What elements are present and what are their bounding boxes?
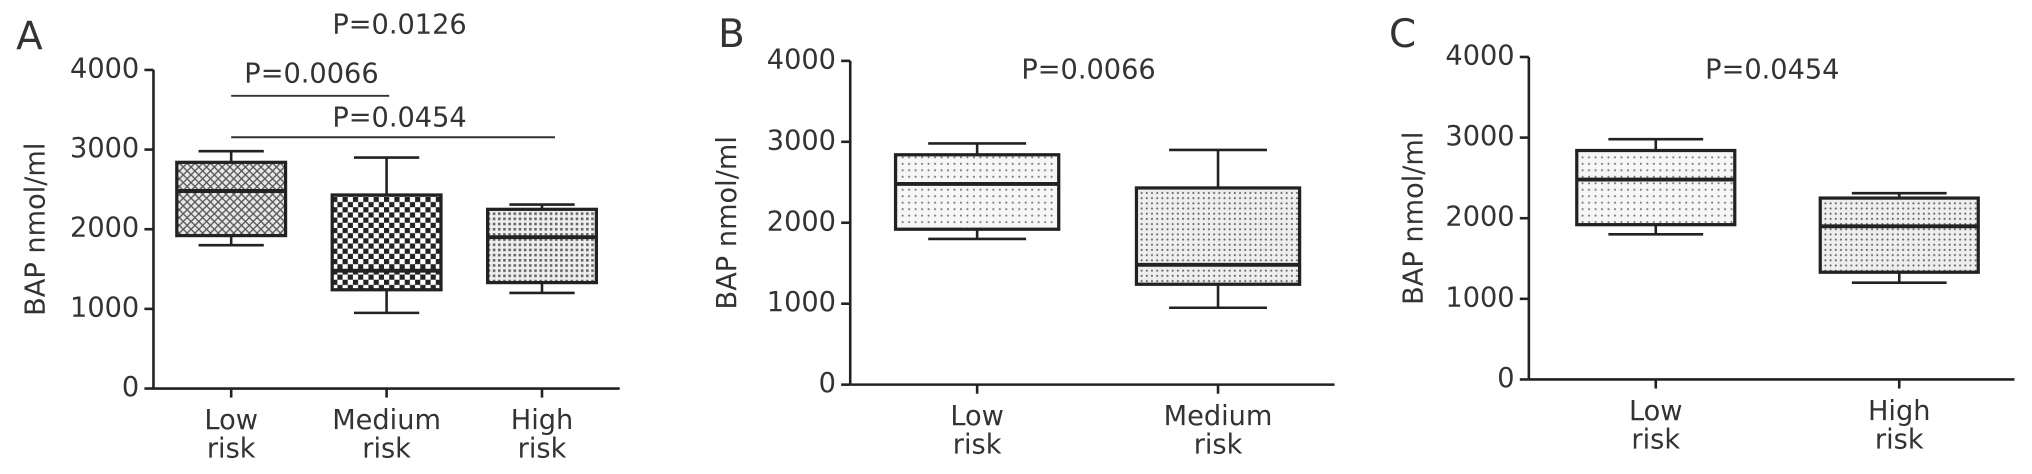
p-value: P=0.0066 xyxy=(244,59,378,90)
box xyxy=(485,207,599,285)
box xyxy=(1134,186,1302,286)
y-tick-label: 0 xyxy=(1497,363,1514,394)
p-value: P=0.0126 xyxy=(332,9,466,40)
box xyxy=(893,153,1061,231)
y-tick-label: 4000 xyxy=(70,53,139,84)
x-tick-label-line: risk xyxy=(207,433,256,464)
y-tick-label: 4000 xyxy=(1445,40,1514,71)
y-tick-label: 2000 xyxy=(1445,202,1514,233)
x-tick-label-line: risk xyxy=(953,429,1002,460)
y-axis-label: BAP nmol/ml xyxy=(20,143,51,316)
x-tick-label: Medium risk xyxy=(1164,401,1273,460)
p-value: P=0.0454 xyxy=(1705,55,1839,86)
panel-label: C xyxy=(1389,12,1416,57)
y-tick-label: 1000 xyxy=(70,292,139,323)
x-tick-label-line: Low xyxy=(204,404,258,435)
x-tick-label-line: High xyxy=(511,404,574,435)
box xyxy=(175,160,288,238)
y-tick-label: 0 xyxy=(819,368,836,399)
x-tick-label-line: risk xyxy=(1875,424,1924,455)
y-tick-label: 3000 xyxy=(767,125,836,156)
y-tick-label: 4000 xyxy=(767,44,836,75)
x-tick-label: Low risk xyxy=(950,401,1004,460)
x-tick-label: Low risk xyxy=(1629,395,1683,454)
y-tick-label: 2000 xyxy=(767,206,836,237)
x-tick-label-line: risk xyxy=(1194,429,1243,460)
y-axis-label: BAP nmol/ml xyxy=(1398,132,1429,305)
panel-label: B xyxy=(718,12,745,57)
x-tick-label-line: risk xyxy=(518,433,567,464)
x-tick-label-line: Low xyxy=(950,401,1004,432)
p-value: P=0.0066 xyxy=(1021,55,1155,86)
box xyxy=(330,193,443,292)
x-tick-label-line: High xyxy=(1868,395,1931,426)
x-tick-label-line: risk xyxy=(362,433,411,464)
y-tick-label: 2000 xyxy=(70,213,139,244)
y-tick-label: 1000 xyxy=(767,287,836,318)
panel-label: A xyxy=(16,14,43,59)
y-tick-label: 3000 xyxy=(70,133,139,164)
x-tick-label-line: Low xyxy=(1629,395,1683,426)
x-tick-label: Low risk xyxy=(204,404,258,463)
box xyxy=(1818,196,1980,274)
box xyxy=(1575,148,1737,227)
y-tick-label: 3000 xyxy=(1445,121,1514,152)
y-tick-label: 0 xyxy=(122,372,139,403)
y-tick-label: 1000 xyxy=(1445,282,1514,313)
x-tick-label: High risk xyxy=(1868,395,1931,454)
x-tick-label-line: Medium xyxy=(332,404,441,435)
y-axis-label: BAP nmol/ml xyxy=(712,136,743,309)
x-tick-label-line: Medium xyxy=(1164,401,1273,432)
x-tick-label-line: risk xyxy=(1631,424,1680,455)
x-tick-label: Medium risk xyxy=(332,404,441,463)
p-value: P=0.0454 xyxy=(332,103,466,134)
x-tick-label: High risk xyxy=(511,404,574,463)
